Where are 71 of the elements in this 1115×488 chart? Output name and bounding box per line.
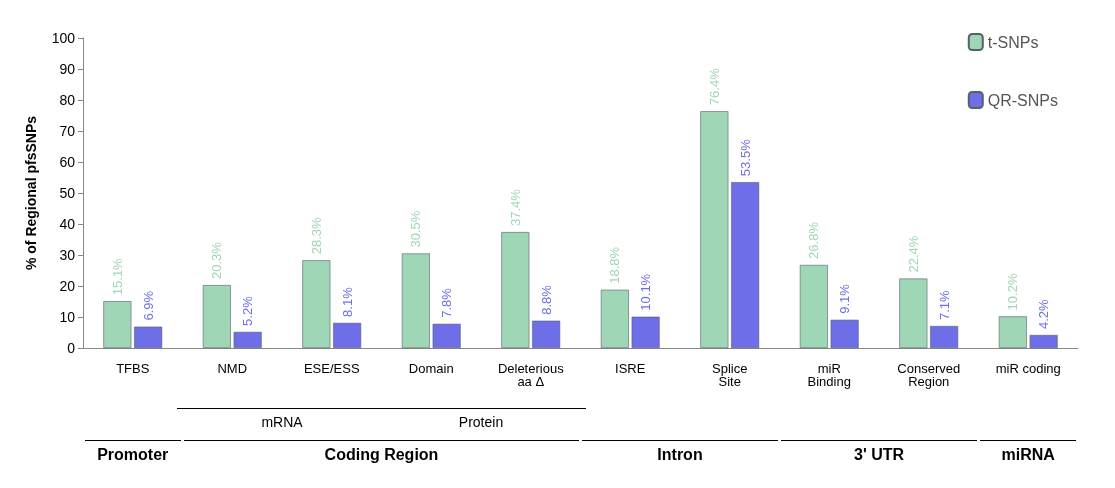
bar: [998, 316, 1027, 348]
legend-label: t-SNPs: [987, 33, 1039, 51]
y-tick-label: 60: [59, 154, 76, 170]
data-label: 20.3%: [209, 241, 225, 280]
bar: [799, 264, 828, 348]
y-tick-label: 20: [59, 278, 76, 294]
bar: [700, 111, 729, 348]
data-label: 22.4%: [905, 235, 921, 273]
data-label: 26.8%: [806, 221, 822, 259]
bar: [233, 331, 262, 348]
data-label: 18.8%: [607, 246, 623, 284]
bar: [600, 289, 629, 348]
data-label: 30.5%: [408, 210, 424, 248]
data-label: 4.2%: [1036, 298, 1052, 329]
text: Coding Region: [323, 446, 440, 464]
y-tick-label: 30: [59, 247, 76, 263]
data-label: 8.1%: [339, 286, 355, 317]
data-label: 8.8%: [538, 284, 554, 315]
y-tick-label: 70: [59, 123, 76, 139]
bar: [202, 285, 231, 348]
bar: [134, 326, 163, 348]
data-label: 10.2%: [1005, 273, 1021, 311]
bar: [501, 232, 530, 348]
bar: [532, 320, 561, 348]
text: Intron: [656, 446, 704, 464]
bar: [631, 316, 660, 348]
data-label: 53.5%: [737, 138, 753, 177]
data-label: 5.2%: [240, 295, 256, 326]
data-label: 76.4%: [706, 67, 722, 106]
x-tick-label: NMD: [217, 361, 248, 376]
data-label: 7.1%: [936, 289, 952, 320]
x-tick-label: Splice Site: [712, 361, 748, 389]
bar: [899, 278, 928, 348]
bar: [432, 323, 461, 348]
data-label: 37.4%: [507, 188, 523, 227]
bar: [333, 322, 362, 348]
y-tick-label: 40: [59, 216, 76, 232]
data-label: 10.1%: [638, 273, 654, 311]
y-tick-label: 0: [67, 340, 76, 356]
text: Promoter: [96, 446, 170, 464]
data-label: 7.8%: [439, 287, 455, 318]
x-tick-label: Conserved Region: [897, 361, 961, 389]
x-tick-label: TFBS: [116, 361, 150, 376]
bar: [1029, 334, 1058, 348]
text: mRNA: [260, 414, 304, 430]
data-label: 28.3%: [308, 216, 324, 255]
legend-label: QR-SNPs: [987, 91, 1059, 109]
y-tick-label: 100: [51, 30, 76, 46]
x-tick-label: miR coding: [995, 361, 1061, 376]
bar: [930, 325, 959, 348]
bar: [103, 301, 132, 348]
bar: [830, 319, 859, 348]
y-tick-label: 50: [59, 185, 76, 201]
x-tick-label: ISRE: [615, 361, 646, 376]
y-tick-label: 80: [59, 92, 76, 108]
text: 3' UTR: [853, 446, 905, 464]
text: Protein: [457, 414, 505, 430]
text: miRNA: [1000, 446, 1056, 464]
bar: [401, 253, 430, 348]
x-tick-label: Domain: [408, 361, 454, 376]
y-tick-label: 10: [59, 309, 76, 325]
x-tick-label: ESE/ESS: [303, 361, 360, 376]
x-tick-label: Deleterious aa Δ: [497, 361, 565, 389]
data-label: 6.9%: [140, 290, 156, 321]
data-label: 9.1%: [837, 283, 853, 314]
y-axis-title: % of Regional pfsSNPs: [23, 115, 39, 271]
bar: [302, 260, 331, 348]
y-tick-label: 90: [59, 61, 76, 77]
x-tick-label: miR Binding: [807, 361, 851, 389]
data-label: 15.1%: [109, 257, 125, 296]
bar: [731, 182, 760, 348]
